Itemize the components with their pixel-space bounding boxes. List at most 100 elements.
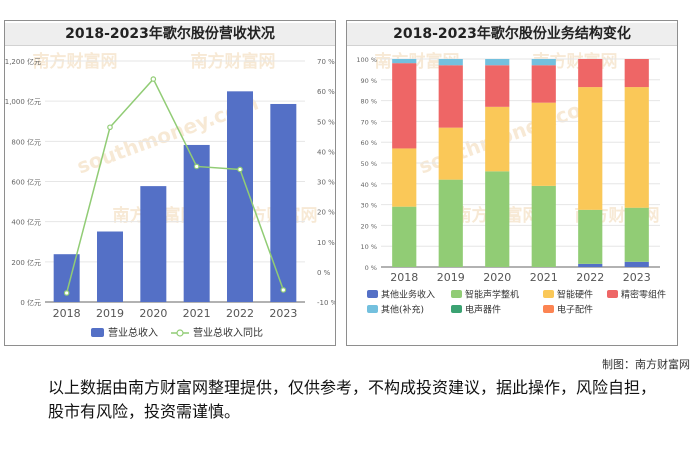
yoy-point: [63, 290, 70, 296]
y-tick-label: 10 %: [360, 243, 377, 251]
legend-label: 电子配件: [557, 304, 593, 316]
legend-label-yoy: 营业总收入同比: [193, 326, 263, 339]
x-tick-label: 2018: [390, 271, 418, 284]
revenue-bar: [183, 144, 210, 302]
y-left-tick-label: 1,000 亿元: [5, 97, 41, 106]
stack-segment: [485, 65, 510, 107]
y-tick-label: 60 %: [360, 139, 377, 147]
x-tick-label: 2018: [53, 307, 81, 320]
y-tick-label: 50 %: [360, 160, 377, 168]
legend-swatch-revenue: [91, 328, 104, 337]
business-structure-chart-panel: 2018-2023年歌尔股份业务结构变化 南方财富网南方财富网南方财富网南方财富…: [346, 20, 678, 346]
y-right-tick-label: 60 %: [317, 88, 335, 96]
y-right-tick-label: 0 %: [317, 269, 331, 277]
y-tick-label: 40 %: [360, 181, 377, 189]
y-right-tick-label: 70 %: [317, 58, 335, 66]
y-tick-label: 30 %: [360, 202, 377, 210]
legend-label-revenue: 营业总收入: [108, 326, 158, 339]
yoy-point: [237, 166, 243, 173]
y-tick-label: 90 %: [360, 77, 377, 85]
y-left-tick-label: 200 亿元: [11, 258, 41, 267]
chart-credit: 制图：南方财富网: [602, 358, 690, 371]
x-tick-label: 2022: [576, 271, 604, 284]
yoy-point: [107, 124, 113, 131]
legend-label: 其他(补充): [381, 304, 424, 316]
revenue-chart-panel: 2018-2023年歌尔股份营收状况 南方财富网南方财富网南方财富网南方财富网s…: [4, 20, 336, 346]
y-tick-label: 100 %: [356, 56, 377, 64]
legend-swatch-yoy-marker: [176, 329, 184, 337]
revenue-bar: [270, 103, 297, 302]
stack-segment: [624, 59, 649, 88]
x-tick-label: 2019: [96, 307, 124, 320]
x-tick-label: 2020: [483, 271, 511, 284]
stack-segment: [578, 59, 603, 88]
yoy-point: [150, 76, 157, 82]
legend-swatch: [367, 290, 378, 298]
legend-label: 智能硬件: [557, 289, 593, 301]
y-left-tick-label: 600 亿元: [11, 178, 41, 187]
y-tick-label: 0 %: [365, 264, 377, 272]
revenue-chart-title: 2018-2023年歌尔股份营收状况: [5, 23, 335, 46]
legend-label: 精密零组件: [621, 289, 666, 301]
stack-segment: [485, 59, 510, 66]
stack-segment: [485, 106, 510, 172]
y-left-tick-label: 0 亿元: [20, 298, 41, 307]
business-structure-chart: 南方财富网南方财富网南方财富网南方财富网southmoney.com 0 % 10 …: [356, 51, 666, 316]
stack-segment: [392, 63, 417, 149]
x-tick-label: 2020: [139, 307, 167, 320]
y-left-tick-label: 1,200 亿元: [5, 57, 41, 66]
revenue-bar: [227, 91, 253, 302]
stack-segment: [485, 171, 510, 267]
stack-segment: [624, 261, 649, 267]
legend-swatch: [543, 305, 554, 313]
business-structure-chart-title: 2018-2023年歌尔股份业务结构变化: [347, 23, 677, 46]
y-left-tick-label: 400 亿元: [11, 218, 41, 227]
stack-segment: [438, 127, 463, 180]
stack-segment: [578, 263, 603, 267]
yoy-point: [193, 163, 200, 170]
stack-segment: [578, 87, 603, 210]
yoy-line: [65, 77, 285, 294]
watermark: 南方财富网南方财富网南方财富网南方财富网southmoney.com: [375, 51, 660, 226]
stack-segment: [531, 102, 556, 186]
stack-segment: [531, 59, 556, 66]
y-right-tick-label: 20 %: [317, 209, 335, 217]
yoy-point: [280, 287, 287, 293]
y-tick-label: 80 %: [360, 98, 377, 106]
legend-swatch: [607, 290, 618, 298]
y-right-tick-label: -10 %: [317, 299, 335, 307]
revenue-bar: [97, 231, 123, 302]
x-tick-label: 2021: [530, 271, 558, 284]
y-tick-label: 20 %: [360, 222, 377, 230]
y-right-tick-label: 50 %: [317, 118, 335, 126]
legend-label: 电声器件: [465, 304, 501, 316]
legend-label: 其他业务收入: [381, 289, 435, 301]
stack-segment: [438, 59, 463, 66]
x-tick-label: 2021: [183, 307, 211, 320]
stack-segment: [438, 179, 463, 267]
stack-segment: [392, 59, 417, 64]
legend-swatch: [367, 305, 378, 313]
y-right-tick-label: 10 %: [317, 239, 335, 247]
x-tick-label: 2022: [226, 307, 254, 320]
y-right-tick-label: 40 %: [317, 148, 335, 156]
stack-segment: [578, 209, 603, 264]
disclaimer-text: 以上数据由南方财富网整理提供，仅供参考，不构成投资建议，据此操作，风险自担，股市…: [48, 378, 657, 421]
x-tick-label: 2023: [623, 271, 651, 284]
stack-segment: [624, 207, 649, 262]
y-right-tick-label: 30 %: [317, 179, 335, 187]
stack-segment: [531, 65, 556, 103]
revenue-bar: [140, 186, 167, 302]
stack-segment: [392, 206, 417, 267]
x-tick-label: 2019: [437, 271, 465, 284]
legend-swatch: [451, 290, 462, 298]
x-tick-label: 2023: [269, 307, 297, 320]
y-tick-label: 70 %: [360, 118, 377, 126]
stack-segment: [624, 87, 649, 208]
stack-segment: [392, 148, 417, 207]
stack-segment: [531, 185, 556, 267]
legend-label: 智能声学整机: [465, 289, 519, 301]
legend-swatch: [543, 290, 554, 298]
y-left-tick-label: 800 亿元: [11, 137, 41, 146]
